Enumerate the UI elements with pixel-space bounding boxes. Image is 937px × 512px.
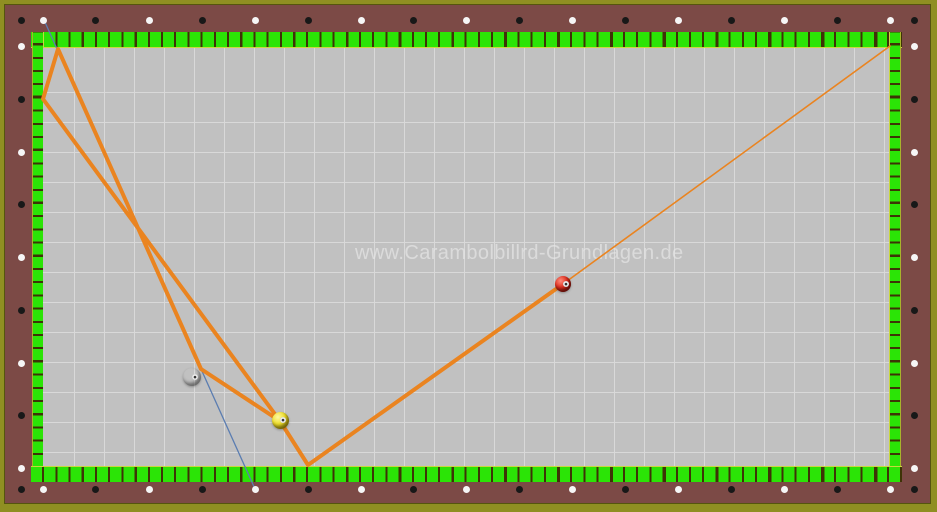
diamond-sight-white [910, 359, 918, 367]
diamond-sight-white [462, 485, 470, 493]
black-ball[interactable] [183, 368, 201, 386]
diamond-sight-white [251, 16, 259, 24]
diamond-sight-black [621, 485, 629, 493]
diamond-sight-white [886, 16, 894, 24]
diamond-sight-black [304, 485, 312, 493]
diamond-sight-black [621, 16, 629, 24]
diamond-sight-white [357, 16, 365, 24]
cushion-right [889, 32, 901, 466]
diamond-sight-white [462, 16, 470, 24]
diamond-sight-white [910, 42, 918, 50]
playing-surface [43, 48, 889, 466]
diamond-sight-white [357, 485, 365, 493]
diamond-sight-white [145, 16, 153, 24]
diamond-sight-black [727, 485, 735, 493]
diamond-sight-black [910, 306, 918, 314]
diamond-sight-white [17, 359, 25, 367]
diamond-sight-black [17, 95, 25, 103]
red-ball[interactable] [555, 276, 571, 292]
diamond-sight-black [727, 16, 735, 24]
diamond-sight-black [198, 16, 206, 24]
diamond-sight-white [568, 485, 576, 493]
diamond-sight-black [409, 16, 417, 24]
diamond-sight-black [910, 200, 918, 208]
diamond-sight-white [674, 485, 682, 493]
diamond-sight-white [780, 16, 788, 24]
diamond-sight-white [674, 16, 682, 24]
diamond-sight-black [17, 485, 25, 493]
diamond-sight-black [910, 95, 918, 103]
follow-through-line [562, 45, 891, 285]
diamond-sight-white [39, 485, 47, 493]
diamond-sight-black [198, 485, 206, 493]
diamond-sight-black [910, 411, 918, 419]
diamond-sight-white [39, 16, 47, 24]
diamond-sight-black [91, 16, 99, 24]
diamond-sight-black [17, 200, 25, 208]
yellow-ball[interactable] [271, 411, 289, 429]
diamond-sight-black [515, 16, 523, 24]
diamond-sight-black [409, 485, 417, 493]
diamond-sight-white [568, 16, 576, 24]
diamond-sight-black [910, 485, 918, 493]
diamond-sight-black [17, 411, 25, 419]
diamond-sight-black [17, 16, 25, 24]
cue-ball-path [41, 47, 565, 467]
diamond-sight-white [17, 253, 25, 261]
cushion-top [31, 32, 902, 48]
diamond-sight-white [910, 148, 918, 156]
diamond-sight-black [17, 306, 25, 314]
diamond-sight-white [145, 485, 153, 493]
diamond-sight-white [17, 42, 25, 50]
watermark: www.Carambolbillrd-Grundlagen.de [355, 242, 684, 264]
diamond-sight-white [17, 464, 25, 472]
diamond-sight-white [886, 485, 894, 493]
diamond-sight-black [833, 485, 841, 493]
diamond-sight-white [17, 148, 25, 156]
diamond-sight-white [251, 485, 259, 493]
diamond-sight-black [910, 16, 918, 24]
diamond-sight-black [304, 16, 312, 24]
diamond-sight-white [780, 485, 788, 493]
diamond-sight-white [910, 464, 918, 472]
diamond-sight-black [91, 485, 99, 493]
cushion-bottom [31, 466, 902, 482]
diamond-sight-black [515, 485, 523, 493]
diamond-sight-white [910, 253, 918, 261]
diamond-sight-black [833, 16, 841, 24]
